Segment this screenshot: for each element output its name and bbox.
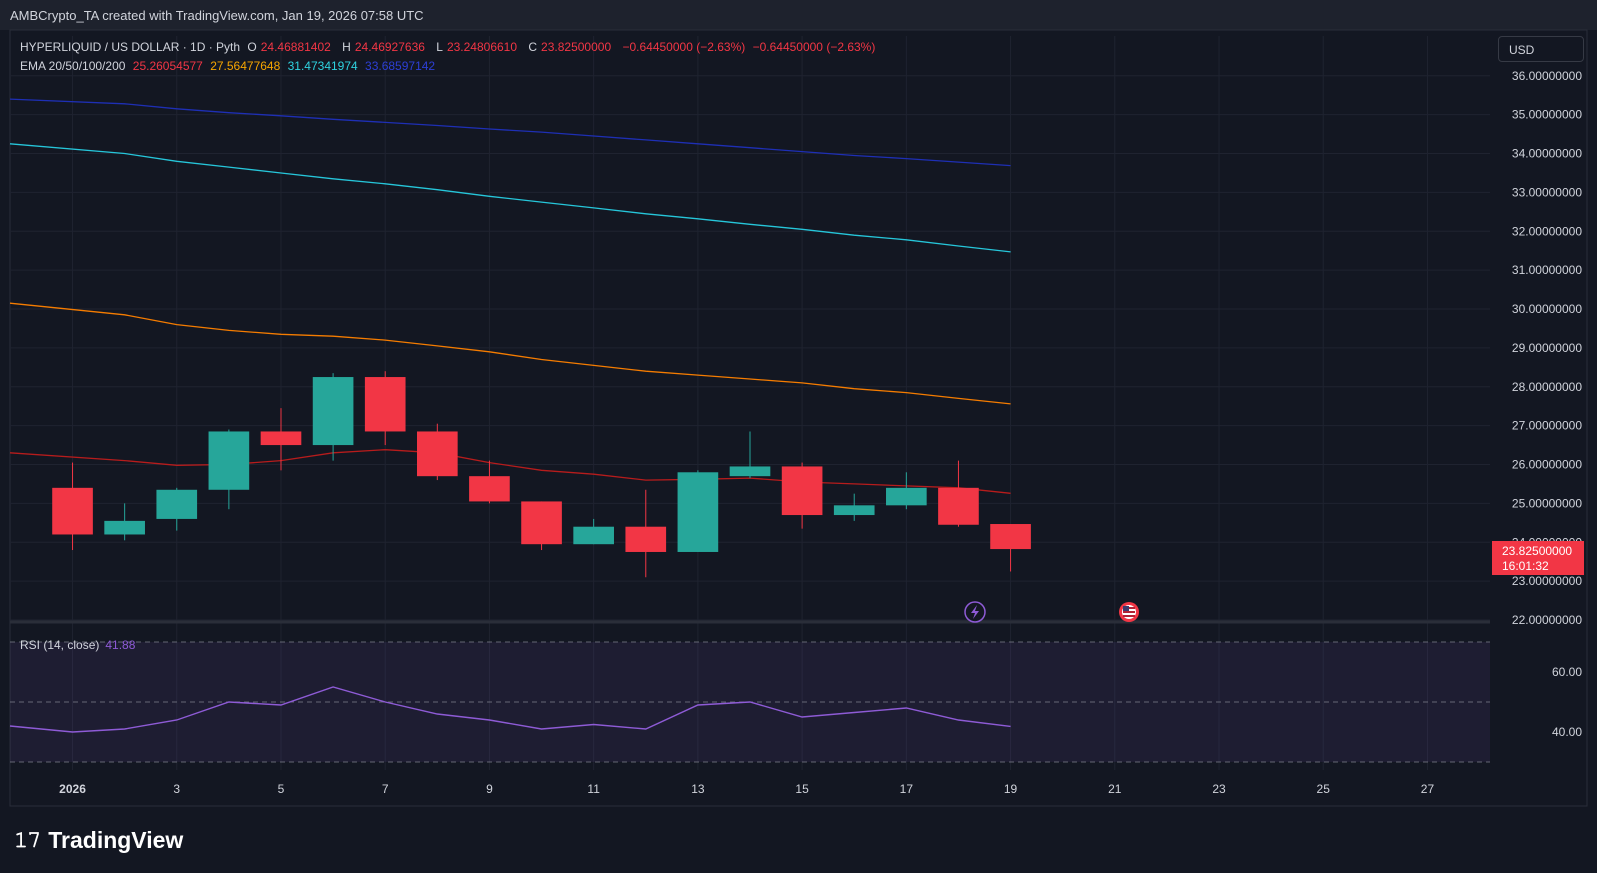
time-tick-label: 19 bbox=[1004, 782, 1018, 796]
tradingview-wordmark: TradingView bbox=[48, 826, 184, 853]
price-tick-label: 23.00000000 bbox=[1512, 574, 1582, 588]
ema20-value: 25.26054577 bbox=[132, 59, 203, 73]
ema-legend[interactable]: EMA 20/50/100/200 25.26054577 27.5647764… bbox=[20, 59, 439, 73]
price-tick-label: 36.00000000 bbox=[1512, 69, 1582, 83]
low-value: 23.24806610 bbox=[446, 40, 518, 54]
ohlc-high: H 24.46927636 bbox=[342, 40, 429, 54]
time-tick-label: 3 bbox=[173, 782, 180, 796]
price-tick-label: 25.00000000 bbox=[1512, 496, 1582, 510]
candle-body bbox=[260, 431, 302, 446]
ohlc-low: L 23.24806610 bbox=[436, 40, 521, 54]
ema-line-4 bbox=[9, 98, 1011, 167]
high-value: 24.46927636 bbox=[354, 40, 425, 54]
lightning-icon[interactable] bbox=[964, 601, 986, 623]
change-value: −0.64450000 (−2.63%) bbox=[622, 40, 746, 54]
high-label: H bbox=[342, 40, 351, 54]
price-tick-label: 27.00000000 bbox=[1512, 419, 1582, 433]
time-tick-label: 21 bbox=[1108, 782, 1122, 796]
candle-body bbox=[938, 487, 979, 525]
price-tick-label: 28.00000000 bbox=[1512, 380, 1582, 394]
time-tick-label: 5 bbox=[278, 782, 285, 796]
time-tick-label: 17 bbox=[900, 782, 914, 796]
change-value-2: −0.64450000 (−2.63%) bbox=[752, 40, 876, 54]
time-tick-label: 11 bbox=[587, 782, 600, 796]
countdown: 16:01:32 bbox=[1502, 559, 1549, 573]
candle-body bbox=[521, 501, 562, 545]
rsi-axis: 60.00 40.00 bbox=[1552, 665, 1582, 739]
rsi-line bbox=[9, 686, 1011, 733]
candle-body bbox=[417, 431, 458, 477]
candle-body bbox=[677, 472, 719, 552]
ohlc-open: O 24.46881402 bbox=[247, 40, 334, 54]
last-price-tag: 23.82500000 16:01:32 bbox=[1492, 541, 1584, 575]
chart-frame bbox=[9, 29, 1588, 807]
candle-body bbox=[364, 377, 406, 432]
candles[interactable] bbox=[52, 371, 1031, 578]
symbol-title[interactable]: HYPERLIQUID / US DOLLAR · 1D · Pyth bbox=[20, 40, 241, 54]
price-tick-label: 30.00000000 bbox=[1512, 302, 1582, 316]
time-tick-label: 2026 bbox=[59, 782, 86, 796]
price-tick-label: 26.00000000 bbox=[1512, 458, 1582, 472]
currency-button[interactable]: USD bbox=[1498, 36, 1584, 62]
rsi-value: 41.88 bbox=[105, 638, 136, 652]
candle-body bbox=[833, 505, 875, 516]
ema-lines bbox=[9, 98, 1011, 494]
candle-body bbox=[312, 377, 354, 446]
open-label: O bbox=[247, 40, 257, 54]
time-axis[interactable]: 2026 3 5 7 9 11 13 15 17 19 21 23 25 27 bbox=[59, 782, 1434, 796]
candle-body bbox=[52, 487, 93, 535]
candle-body bbox=[886, 487, 927, 506]
candle-body bbox=[990, 524, 1031, 550]
price-tick-label: 35.00000000 bbox=[1512, 108, 1582, 122]
time-tick-label: 9 bbox=[486, 782, 493, 796]
ema-label: EMA 20/50/100/200 bbox=[20, 59, 126, 73]
price-tick-label: 31.00000000 bbox=[1512, 263, 1582, 277]
time-tick-label: 15 bbox=[795, 782, 809, 796]
rsi-tick-label: 60.00 bbox=[1552, 665, 1582, 679]
candle-body bbox=[729, 466, 771, 477]
price-tick-label: 33.00000000 bbox=[1512, 185, 1582, 199]
time-tick-label: 13 bbox=[691, 782, 705, 796]
candle-body bbox=[156, 489, 198, 519]
rsi-tick-label: 40.00 bbox=[1552, 725, 1582, 739]
price-tick-label: 32.00000000 bbox=[1512, 224, 1582, 238]
price-tick-label: 22.00000000 bbox=[1512, 613, 1582, 627]
close-label: C bbox=[528, 40, 538, 54]
ohlc-legend: HYPERLIQUID / US DOLLAR · 1D · Pyth O 24.… bbox=[20, 40, 879, 54]
candle-body bbox=[781, 466, 823, 516]
time-tick-label: 25 bbox=[1317, 782, 1331, 796]
last-price: 23.82500000 bbox=[1502, 544, 1573, 558]
candle-body bbox=[469, 476, 510, 502]
ema-line-2 bbox=[9, 302, 1011, 405]
tradingview-mark-icon: 𝟷𝟽 bbox=[14, 827, 41, 853]
attribution-bar: AMBCrypto_TA created with TradingView.co… bbox=[0, 0, 1597, 30]
candle-body bbox=[208, 431, 250, 490]
rsi-label: RSI (14, close) bbox=[20, 638, 100, 652]
us-flag-event-icon[interactable] bbox=[1119, 602, 1139, 622]
low-label: L bbox=[436, 40, 443, 54]
ema200-value: 33.68597142 bbox=[365, 59, 436, 73]
time-tick-label: 27 bbox=[1421, 782, 1435, 796]
candle-body bbox=[625, 526, 667, 552]
rsi-legend[interactable]: RSI (14, close) 41.88 bbox=[20, 638, 135, 652]
time-tick-label: 23 bbox=[1212, 782, 1226, 796]
price-tick-label: 29.00000000 bbox=[1512, 341, 1582, 355]
candle-body bbox=[104, 520, 145, 535]
ema-line-3 bbox=[9, 143, 1011, 253]
ohlc-close: C 23.82500000 bbox=[528, 40, 615, 54]
close-value: 23.82500000 bbox=[541, 40, 612, 54]
tradingview-logo[interactable]: 𝟷𝟽 TradingView bbox=[14, 826, 183, 854]
price-tick-label: 34.00000000 bbox=[1512, 147, 1582, 161]
attribution-text: AMBCrypto_TA created with TradingView.co… bbox=[10, 8, 424, 23]
open-value: 24.46881402 bbox=[260, 40, 331, 54]
ema100-value: 31.47341974 bbox=[287, 59, 358, 73]
candle-body bbox=[573, 526, 614, 545]
time-tick-label: 7 bbox=[382, 782, 389, 796]
ema50-value: 27.56477648 bbox=[210, 59, 281, 73]
